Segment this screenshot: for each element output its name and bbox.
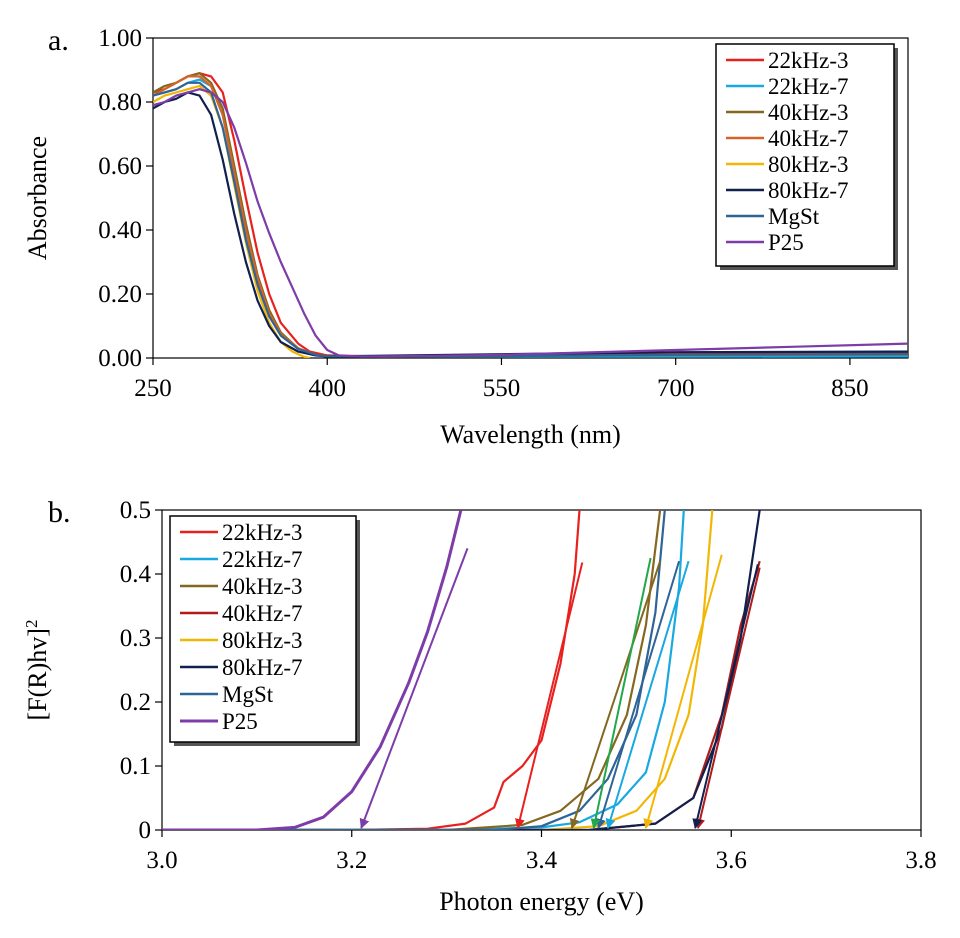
tangent-arrow	[359, 548, 469, 829]
y-tick-label: 0.00	[98, 345, 142, 372]
y-tick-label: 0.20	[98, 281, 142, 308]
y-tick-label: 0.80	[98, 89, 142, 116]
series-line-mgst	[162, 510, 666, 830]
tangent-arrow	[695, 567, 761, 829]
legend-label: MgSt	[222, 682, 274, 707]
legend-label: 22kHz-3	[768, 48, 848, 73]
legend-label: 80kHz-7	[768, 178, 848, 203]
legend-label: P25	[222, 709, 258, 734]
legend-label: 40kHz-7	[222, 601, 302, 626]
legend-label: 40kHz-3	[768, 100, 848, 125]
legend-label: 22kHz-7	[222, 547, 302, 572]
legend-label: 22kHz-7	[768, 74, 848, 99]
legend-box	[169, 515, 357, 743]
tangent-arrow	[692, 564, 759, 829]
legend-label: P25	[768, 230, 804, 255]
legend-label: 40kHz-3	[222, 574, 302, 599]
y-axis-label: [F(R)hv]2	[22, 620, 52, 721]
y-tick-label: 0.60	[98, 153, 142, 180]
legend-label: 40kHz-7	[768, 126, 848, 151]
y-tick-label: 0.5	[120, 497, 151, 524]
legend-box	[715, 43, 895, 267]
legend: 22kHz-322kHz-740kHz-340kHz-780kHz-380kHz…	[169, 515, 360, 746]
x-tick-label: 3.4	[526, 847, 558, 874]
x-tick-label: 550	[483, 375, 521, 402]
x-tick-label: 3.2	[336, 847, 367, 874]
x-tick-label: 3.8	[905, 847, 936, 874]
legend-label: 22kHz-3	[222, 520, 302, 545]
y-tick-label: 0.40	[98, 217, 142, 244]
legend: 22kHz-322kHz-740kHz-340kHz-780kHz-380kHz…	[715, 43, 898, 270]
y-tick-label: 0	[139, 817, 152, 844]
panel-b: b. 0 0.1 0.2 0.3 0.4 0.5 3.0 3.2 3.4 3.6 3.8 Photon …	[22, 496, 937, 916]
legend-label: 80kHz-3	[222, 628, 302, 653]
legend-label: MgSt	[768, 204, 820, 229]
tangent-arrow	[605, 560, 690, 829]
y-tick-label: 0.2	[120, 689, 151, 716]
legend-label: 80kHz-3	[768, 152, 848, 177]
y-tick-label: 0.4	[120, 561, 152, 588]
y-axis-label: Absorbance	[23, 136, 52, 260]
y-tick-label: 0.1	[120, 753, 151, 780]
x-tick-label: 3.0	[146, 847, 177, 874]
plot-area	[153, 72, 908, 358]
x-tick-label: 3.6	[716, 847, 747, 874]
x-tick-label: 250	[134, 375, 172, 402]
x-tick-label: 850	[831, 375, 869, 402]
plot-area	[162, 510, 761, 830]
plot-frame	[152, 37, 909, 359]
x-tick-label: 700	[657, 375, 695, 402]
y-axis-label-superscript: 2	[22, 620, 41, 629]
x-axis-label: Photon energy (eV)	[439, 887, 644, 916]
tangent-arrow	[596, 560, 681, 829]
series-line-p25	[153, 88, 908, 358]
tangent-arrow	[643, 554, 723, 829]
y-tick-label: 1.00	[98, 25, 142, 52]
x-axis-label: Wavelength (nm)	[440, 420, 621, 449]
legend-label: 80kHz-7	[222, 655, 302, 680]
series-line-p25	[162, 510, 463, 830]
tangent-arrow	[569, 560, 662, 829]
y-tick-label: 0.3	[120, 625, 151, 652]
panel-label: b.	[48, 496, 71, 529]
x-tick-label: 400	[308, 375, 346, 402]
panel-label: a.	[48, 24, 69, 57]
tangent-arrow	[590, 557, 652, 829]
panel-a: a. 0.00 0.20 0.40 0.60 0.80 1.00 250 400 550 700 85…	[23, 24, 909, 449]
tangent-arrow	[515, 562, 584, 829]
